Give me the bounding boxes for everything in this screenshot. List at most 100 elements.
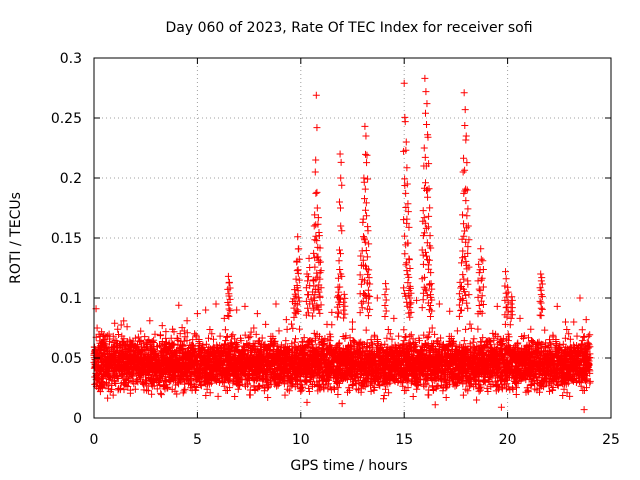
data-point [553, 302, 561, 310]
data-point [183, 317, 191, 325]
data-point [381, 302, 389, 310]
data-point [425, 160, 433, 168]
data-point [334, 309, 342, 317]
data-point [314, 214, 322, 222]
data-point [464, 249, 472, 257]
data-point [294, 308, 302, 316]
data-point [337, 158, 345, 166]
data-point [364, 270, 372, 278]
y-tick-label: 0.2 [60, 171, 82, 187]
data-point [459, 297, 467, 305]
data-point [315, 232, 323, 240]
data-point [402, 203, 410, 211]
baseline-points [90, 317, 594, 402]
data-point [293, 281, 301, 289]
data-point [338, 400, 346, 408]
data-point [404, 279, 412, 287]
data-point [404, 208, 412, 216]
y-tick-label: 0.15 [51, 231, 82, 247]
data-point [316, 275, 324, 283]
data-point [313, 237, 321, 245]
data-point [456, 278, 464, 286]
data-point [315, 256, 323, 264]
data-point [477, 245, 485, 253]
data-point [464, 277, 472, 285]
data-point [356, 271, 364, 279]
data-point [570, 318, 578, 326]
y-tick-label: 0.05 [51, 351, 82, 367]
data-point [474, 277, 482, 285]
data-point [459, 168, 467, 176]
data-point [365, 240, 373, 248]
data-point [359, 233, 367, 241]
x-tick-label: 10 [292, 432, 310, 448]
data-point [421, 74, 429, 82]
data-point [317, 284, 325, 292]
data-point [226, 295, 234, 303]
data-point [462, 197, 470, 205]
data-point [363, 159, 371, 167]
data-point [380, 395, 388, 403]
data-point [340, 290, 348, 298]
data-point [474, 293, 482, 301]
data-point [536, 311, 544, 319]
data-point [457, 307, 465, 315]
data-point [402, 146, 410, 154]
data-point [381, 313, 389, 321]
data-point [537, 312, 545, 320]
data-point [504, 308, 512, 316]
data-point [463, 224, 471, 232]
data-point [460, 232, 468, 240]
data-point [420, 273, 428, 281]
data-point [538, 293, 546, 301]
data-point [460, 220, 468, 228]
data-point [295, 255, 303, 263]
data-point [536, 297, 544, 305]
data-point [508, 304, 516, 312]
data-point [419, 260, 427, 268]
data-point [363, 151, 371, 159]
data-point [310, 222, 318, 230]
data-point [405, 256, 413, 264]
data-point [460, 275, 468, 283]
data-point [311, 263, 319, 271]
data-point [328, 308, 336, 316]
data-point [262, 320, 270, 328]
x-tick-label: 15 [395, 432, 413, 448]
data-point [312, 91, 320, 99]
data-point [241, 302, 249, 310]
data-point [418, 304, 426, 312]
data-point [455, 290, 463, 298]
data-point [294, 266, 302, 274]
data-point [475, 269, 483, 277]
data-point [360, 195, 368, 203]
data-point [400, 284, 408, 292]
data-point [422, 287, 430, 295]
data-point [337, 295, 345, 303]
data-point [356, 309, 364, 317]
data-point [131, 385, 139, 393]
data-point [502, 304, 510, 312]
data-point [381, 291, 389, 299]
data-point [401, 118, 409, 126]
data-point [422, 109, 429, 117]
data-point [406, 294, 414, 302]
data-point [462, 132, 470, 140]
data-point [295, 245, 303, 253]
data-point [295, 276, 303, 284]
data-point [341, 294, 349, 302]
data-point [304, 304, 312, 312]
data-point [312, 232, 320, 240]
data-point [359, 297, 367, 305]
data-point [424, 133, 432, 141]
data-point [400, 216, 408, 224]
data-point [431, 401, 439, 409]
data-point [361, 238, 369, 246]
data-point [413, 296, 421, 304]
data-point [455, 312, 463, 320]
data-point [401, 289, 409, 297]
data-point [538, 280, 546, 288]
data-point [423, 100, 431, 108]
data-point [420, 144, 428, 152]
